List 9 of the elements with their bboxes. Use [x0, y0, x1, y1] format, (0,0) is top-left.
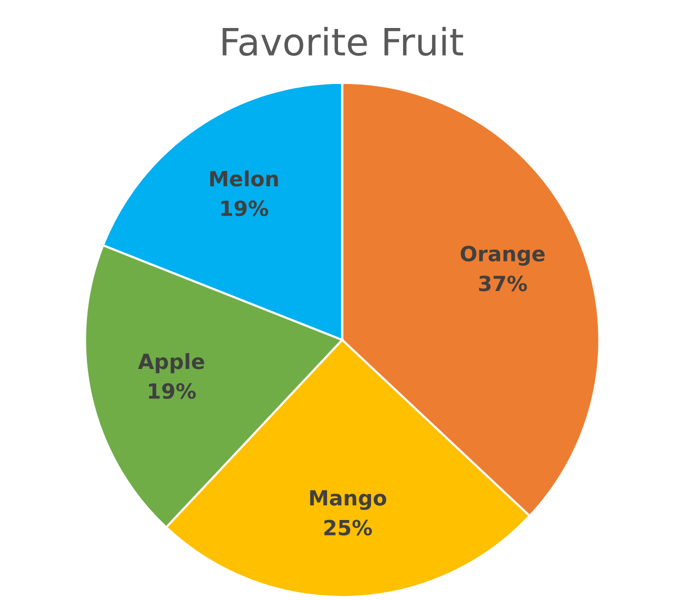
- slice-label: Melon: [210, 170, 278, 187]
- data-label: 19%: [221, 200, 268, 216]
- slice-label: Orange: [460, 246, 545, 266]
- data-label: 19%: [148, 383, 196, 399]
- data-label: 25%: [324, 520, 372, 536]
- data-label: 37%: [479, 276, 527, 292]
- slice-label: Mango: [310, 490, 386, 510]
- slice-label: Apple: [138, 353, 204, 374]
- chart-title: Favorite Fruit: [222, 26, 464, 56]
